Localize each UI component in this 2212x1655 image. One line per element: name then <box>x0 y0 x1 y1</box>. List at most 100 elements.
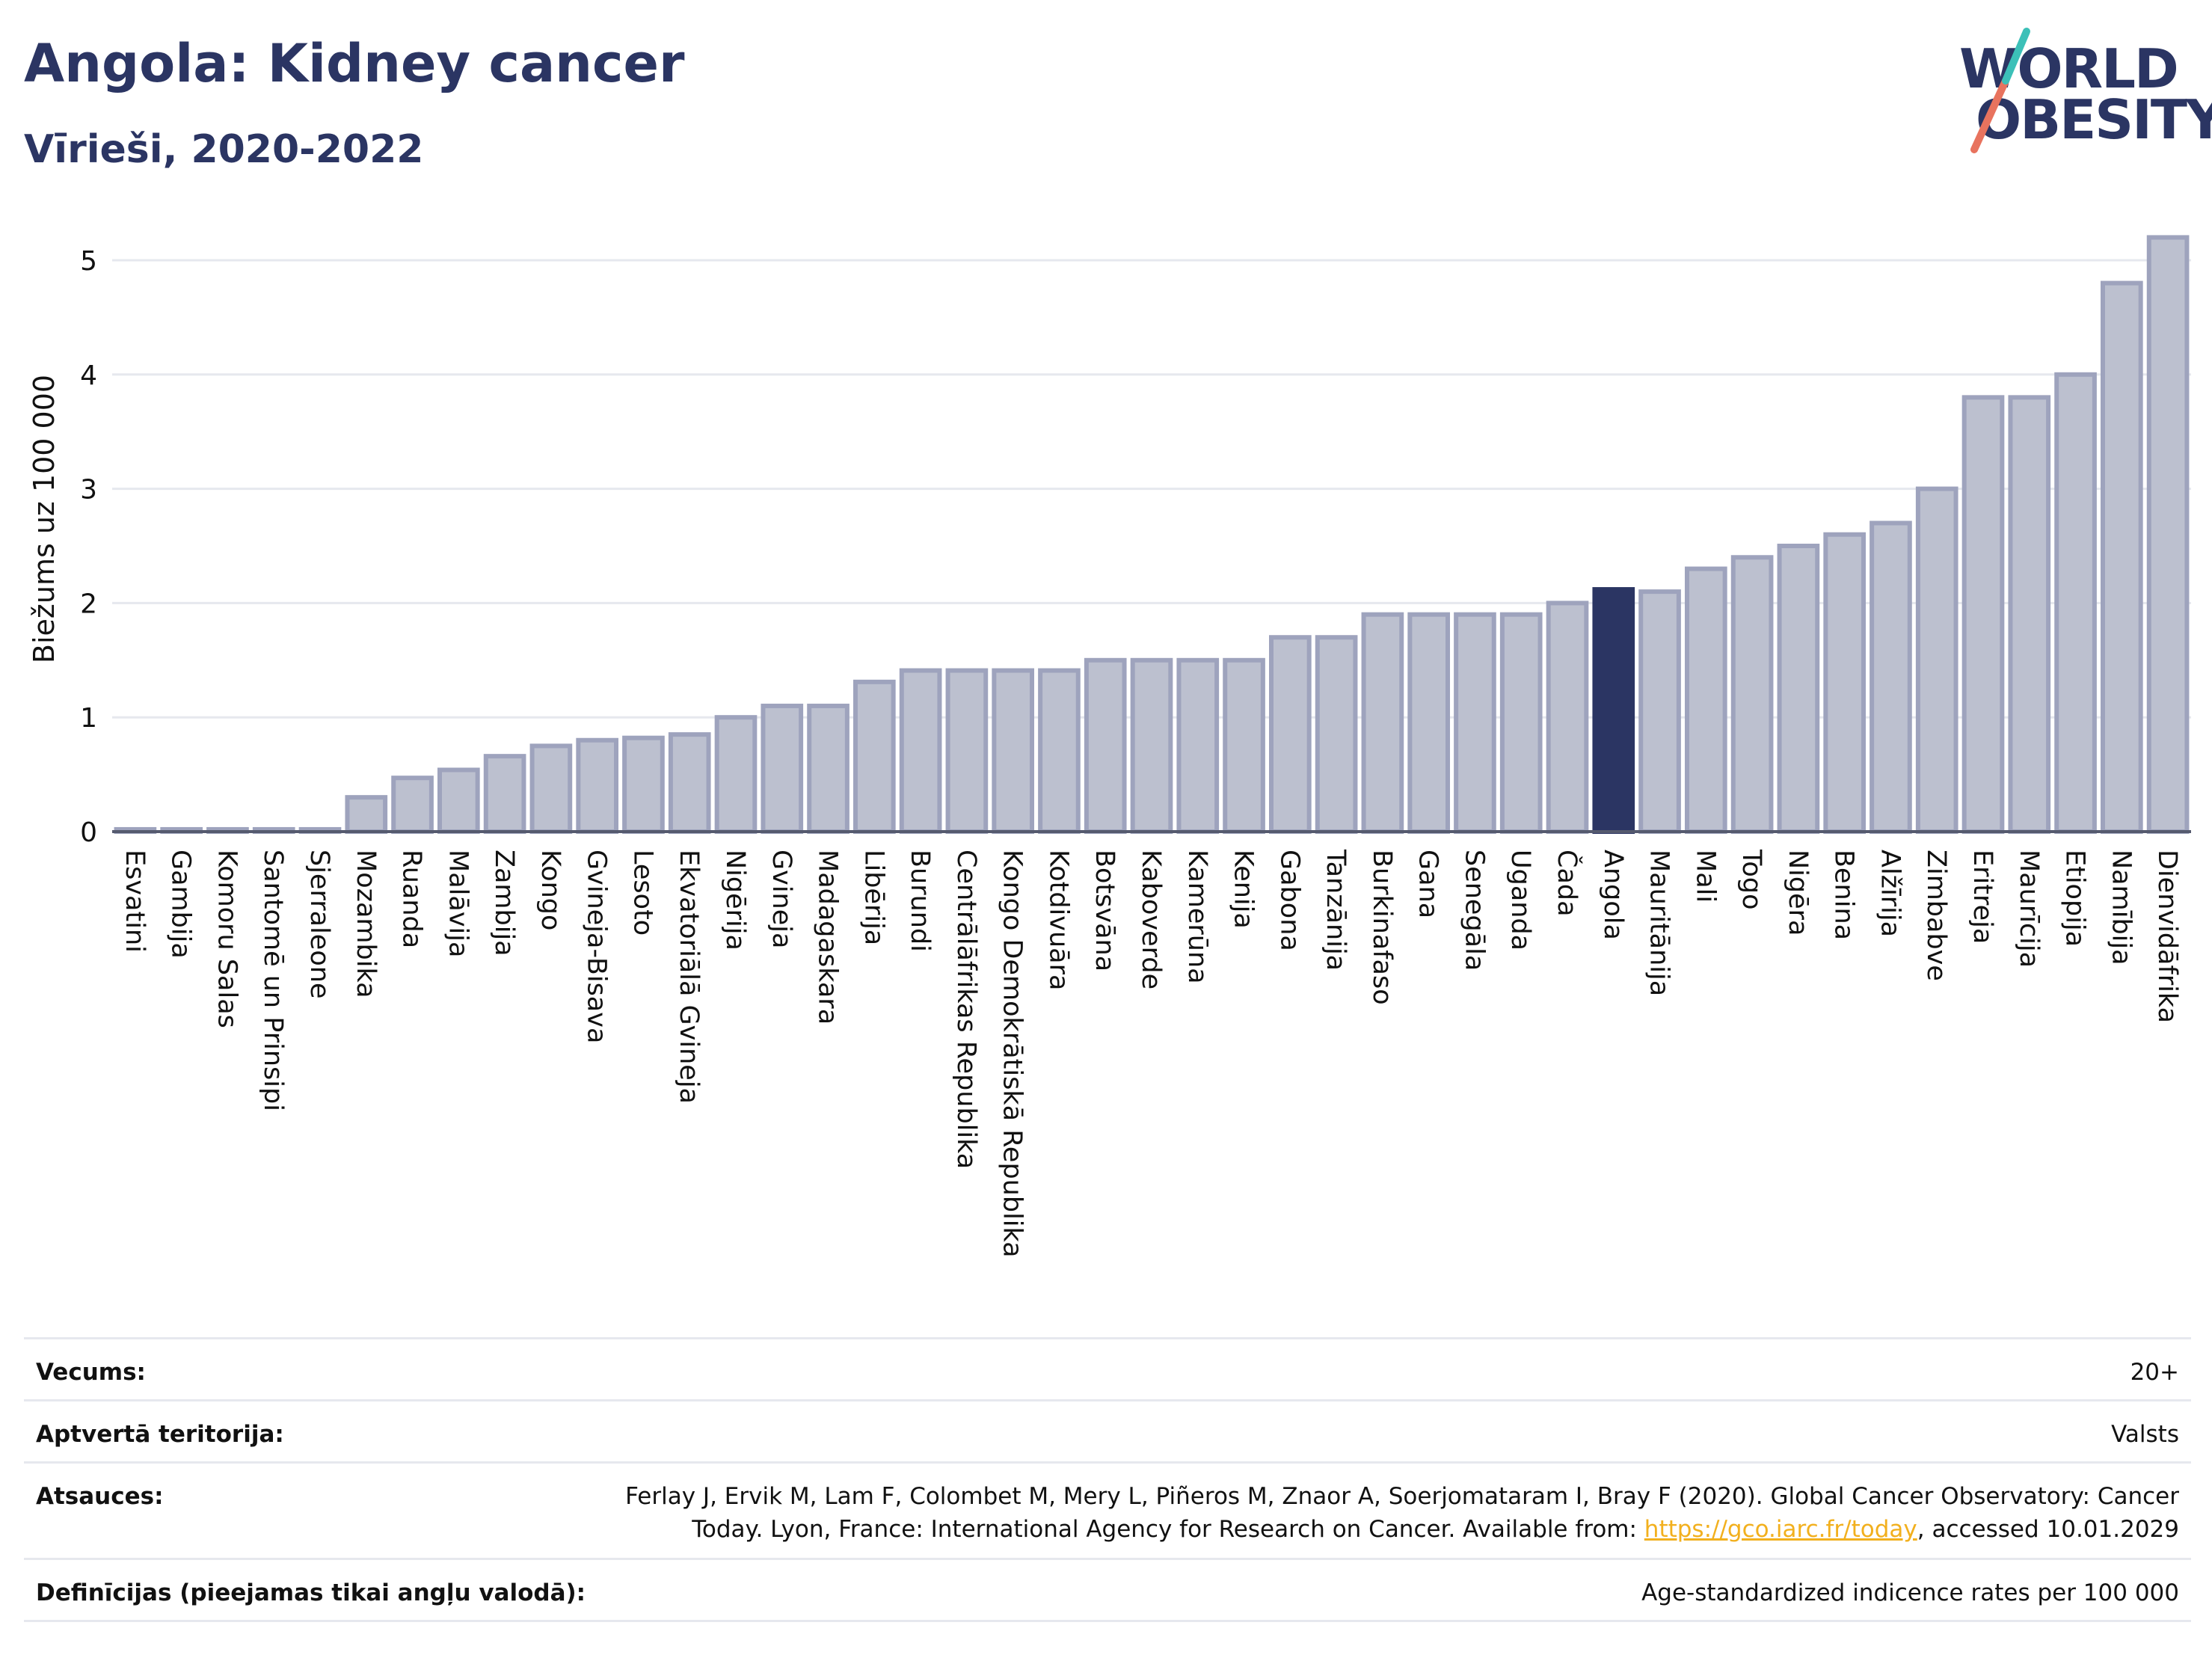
x-tick-label: Maurīcija <box>2014 850 2044 968</box>
bar <box>1961 395 2005 834</box>
x-tick-label: Kamerūna <box>1182 850 1212 984</box>
x-tick-label: Sjerraleone <box>304 850 334 998</box>
x-tick-label: Mauritānija <box>1644 850 1674 996</box>
bar <box>853 679 896 834</box>
info-row-references: Atsauces: Ferlay J, Ervik M, Lam F, Colo… <box>24 1461 2191 1558</box>
bar <box>1915 486 1958 834</box>
logo-line1: WORLD <box>1959 37 2179 100</box>
x-tick-label: Madagaskara <box>813 850 843 1025</box>
info-value: 20+ <box>2130 1359 2179 1386</box>
bar <box>1315 635 1358 834</box>
x-tick-label: Mali <box>1690 850 1720 903</box>
reference-link[interactable]: https://gco.iarc.fr/today <box>1644 1516 1917 1543</box>
info-row-territory: Aptvertā teritorija: Valsts <box>24 1399 2191 1461</box>
y-tick-label: 1 <box>80 703 97 734</box>
bar <box>437 767 480 835</box>
bar <box>1499 612 1543 834</box>
x-tick-label: Benina <box>1829 850 1859 940</box>
info-table: Vecums: 20+ Aptvertā teritorija: Valsts … <box>24 1337 2191 1622</box>
info-key: Definīcijas (pieejamas tikai angļu valod… <box>36 1579 586 1606</box>
bar <box>622 735 665 834</box>
x-tick-label: Gabona <box>1274 850 1304 951</box>
y-tick-label: 3 <box>80 475 97 506</box>
x-tick-label: Kongo <box>535 850 565 930</box>
bar-chart: 0 1 2 3 4 5 Esvatini Gambija Komoru Salas Santom… <box>28 235 2191 1258</box>
x-tick-label: Komoru Salas <box>212 850 242 1028</box>
x-tick-label: Centrālāfrikas Republika <box>951 850 981 1169</box>
logo-slash-icon <box>1970 28 2030 153</box>
bar <box>1223 657 1265 834</box>
info-value: Ferlay J, Ervik M, Lam F, Colombet M, Me… <box>625 1483 2179 1510</box>
y-tick-label: 2 <box>80 589 97 619</box>
logo-line2: OBESITY <box>1976 88 2212 151</box>
bar <box>2054 372 2097 834</box>
x-tick-label: Burkinafaso <box>1367 850 1397 1005</box>
x-tick-label: Alžīrija <box>1875 850 1905 937</box>
page-title: Angola: Kidney cancer <box>24 33 685 94</box>
bar <box>1592 587 1635 835</box>
x-tick-label: Mozambika <box>351 850 381 998</box>
x-tick-label: Eritreja <box>1967 850 1997 944</box>
reference-accessed: , accessed 10.01.2029 <box>1917 1516 2179 1543</box>
x-tick-label: Ekvatoriālā Gvineja <box>674 850 704 1104</box>
bar <box>1407 612 1450 834</box>
y-tick-label: 4 <box>80 360 97 391</box>
x-tick-label: Etiopija <box>2060 850 2090 947</box>
x-tick-label: Kaboverde <box>1136 850 1166 989</box>
x-tick-label: Namībija <box>2106 850 2136 965</box>
page-subtitle: Vīrieši, 2020-2022 <box>24 127 424 172</box>
bar <box>345 795 388 835</box>
bar <box>1176 657 1220 834</box>
bar <box>992 668 1034 834</box>
info-value-line2: Today. Lyon, France: International Agenc… <box>692 1516 2179 1543</box>
x-tick-label: Nigērija <box>720 850 750 951</box>
bar <box>1269 635 1312 834</box>
bar <box>1454 612 1496 834</box>
x-tick-label: Gana <box>1413 850 1443 918</box>
bar <box>1038 668 1081 834</box>
bar <box>668 732 711 834</box>
bar <box>2008 395 2051 834</box>
x-tick-label: Lesoto <box>627 850 657 936</box>
x-tick-label: Libērija <box>858 850 888 945</box>
bar <box>714 715 758 835</box>
bar <box>1361 612 1404 834</box>
x-tick-label: Esvatini <box>120 850 150 953</box>
x-tick-label: Uganda <box>1505 850 1535 951</box>
bar <box>1870 521 1912 834</box>
x-tick-label: Kongo Demokrātiskā Republika <box>998 850 1027 1258</box>
y-tick-label: 0 <box>80 817 97 848</box>
bar <box>1730 555 1774 835</box>
bar <box>1777 544 1820 834</box>
x-tick-label: Kenija <box>1229 850 1259 929</box>
bar <box>529 743 573 835</box>
reference-text: Today. Lyon, France: International Agenc… <box>692 1516 1644 1543</box>
bar <box>945 668 989 834</box>
bar <box>1546 601 1589 835</box>
x-tick-label: Dienvidāfrika <box>2152 850 2182 1023</box>
x-tick-label: Botsvāna <box>1090 850 1119 971</box>
x-tick-label: Burundi <box>905 850 935 952</box>
x-tick-label: Nigēra <box>1783 850 1813 936</box>
bar <box>1685 566 1727 834</box>
bars <box>114 235 2190 835</box>
bar <box>1130 657 1173 834</box>
x-tick-labels: Esvatini Gambija Komoru Salas Santomē un Pr… <box>120 849 2182 1258</box>
x-tick-label: Ruanda <box>397 850 427 948</box>
info-key: Atsauces: <box>36 1483 164 1510</box>
bar <box>1084 657 1127 834</box>
info-key: Aptvertā teritorija: <box>36 1421 284 1448</box>
x-tick-label: Čada <box>1552 850 1583 917</box>
y-axis-label: Biežums uz 100 000 <box>28 375 61 663</box>
x-tick-label: Kotdivuāra <box>1043 850 1073 990</box>
x-tick-label: Tanzānija <box>1321 849 1351 971</box>
bar <box>899 668 942 834</box>
info-value: Valsts <box>2111 1421 2179 1448</box>
bar <box>807 703 850 834</box>
x-tick-label: Angola <box>1598 850 1628 940</box>
x-tick-label: Zimbabve <box>1921 850 1951 981</box>
info-key: Vecums: <box>36 1359 146 1386</box>
bar <box>1823 532 1866 834</box>
bar <box>576 737 618 835</box>
bar <box>1638 589 1681 834</box>
